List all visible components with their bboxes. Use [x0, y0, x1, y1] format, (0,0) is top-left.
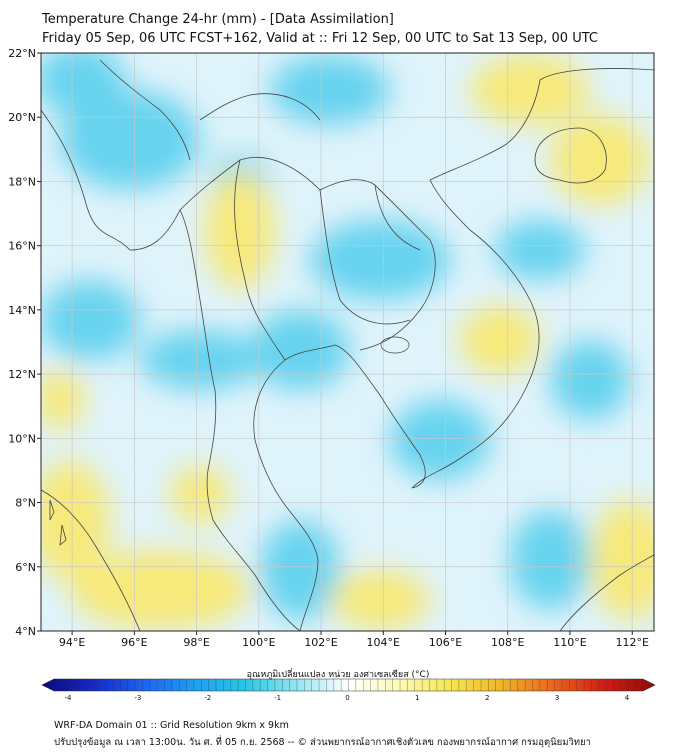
- lat-label: 14°N: [8, 304, 36, 317]
- lat-label: 6°N: [15, 561, 36, 574]
- graticule: [41, 53, 654, 631]
- colorbar-tick-label: -2: [204, 694, 211, 702]
- lon-label: 94°E: [59, 636, 85, 649]
- colorbar-tick-label: 3: [555, 694, 559, 702]
- lat-label: 16°N: [8, 240, 36, 253]
- lat-label: 18°N: [8, 175, 36, 188]
- colorbar-tick-label: 0: [345, 694, 349, 702]
- footer-model-info: WRF-DA Domain 01 :: Grid Resolution 9km …: [54, 720, 289, 731]
- colorbar-tick-label: 4: [625, 694, 630, 702]
- latitude-axis: 22°N 20°N 18°N 16°N 14°N 12°N 10°N 8°N 6°N 4°N: [8, 47, 41, 638]
- map-frame: [40, 52, 655, 632]
- colorbar-tick-label: 1: [415, 694, 419, 702]
- lat-label: 20°N: [8, 111, 36, 124]
- lon-label: 102°E: [304, 636, 337, 649]
- colorbar-tick-label: -4: [65, 694, 73, 702]
- lon-label: 106°E: [429, 636, 462, 649]
- lat-label: 10°N: [8, 432, 36, 445]
- colorbar: -4 -3 -2 -1 0 1 2 3 4: [41, 678, 656, 702]
- footer-update-info: ปรับปรุงข้อมูล ณ เวลา 13:00น. วัน ศ. ที่…: [54, 737, 591, 748]
- coastlines: [41, 59, 654, 631]
- colorbar-tick-label: 2: [485, 694, 489, 702]
- lat-label: 4°N: [15, 625, 36, 638]
- colorbar-tick-label: -3: [134, 694, 141, 702]
- lat-label: 22°N: [8, 47, 36, 60]
- map-title: Temperature Change 24-hr (mm) - [Data As…: [42, 12, 394, 27]
- lat-label: 12°N: [8, 368, 36, 381]
- lon-label: 110°E: [553, 636, 586, 649]
- longitude-axis: 94°E 96°E 98°E 100°E 102°E 104°E 106°E 108°E 110…: [59, 631, 649, 649]
- map-subtitle: Friday 05 Sep, 06 UTC FCST+162, Valid at…: [42, 31, 598, 46]
- lon-label: 100°E: [242, 636, 275, 649]
- colorbar-tick-label: -1: [274, 694, 281, 702]
- colorbar-title: อุณหภูมิเปลี่ยนแปลง หน่วย องศาเซลเซียส (…: [246, 670, 430, 680]
- lon-label: 112°E: [615, 636, 648, 649]
- lat-label: 8°N: [15, 497, 36, 510]
- lon-label: 96°E: [121, 636, 147, 649]
- lon-label: 104°E: [367, 636, 400, 649]
- temperature-field: [41, 53, 654, 631]
- lon-label: 108°E: [491, 636, 524, 649]
- lon-label: 98°E: [183, 636, 209, 649]
